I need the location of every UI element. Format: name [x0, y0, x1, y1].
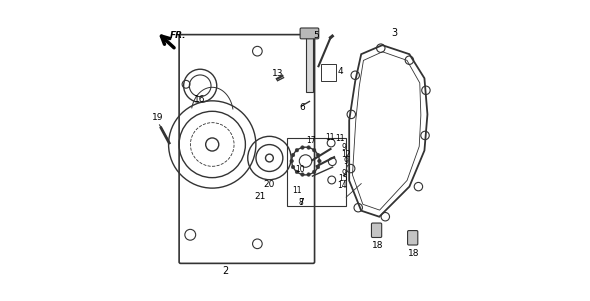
Text: 6: 6 — [300, 103, 305, 112]
Text: 5: 5 — [314, 31, 319, 40]
Circle shape — [312, 170, 316, 174]
Text: 21: 21 — [254, 192, 266, 201]
Bar — [306, 36, 313, 92]
FancyBboxPatch shape — [300, 28, 319, 39]
Circle shape — [312, 148, 316, 152]
Circle shape — [291, 153, 295, 157]
Text: 11: 11 — [292, 186, 302, 195]
Text: 11: 11 — [336, 135, 345, 144]
Text: 7: 7 — [298, 198, 304, 207]
Bar — [287, 138, 346, 206]
Text: 9: 9 — [343, 157, 348, 166]
Text: 3: 3 — [391, 28, 398, 38]
Circle shape — [301, 146, 304, 149]
Text: 19: 19 — [152, 113, 163, 123]
Text: 4: 4 — [337, 67, 343, 76]
Circle shape — [307, 173, 310, 176]
Text: 13: 13 — [273, 69, 284, 78]
Text: 17: 17 — [306, 136, 316, 145]
Text: 8: 8 — [298, 198, 303, 207]
Circle shape — [295, 148, 299, 152]
FancyBboxPatch shape — [372, 223, 382, 237]
Text: FR.: FR. — [170, 31, 186, 40]
FancyBboxPatch shape — [408, 231, 418, 245]
Circle shape — [316, 153, 320, 157]
Circle shape — [317, 159, 321, 163]
Circle shape — [295, 170, 299, 174]
Text: 9: 9 — [342, 169, 346, 178]
Bar — [320, 64, 336, 81]
Text: 15: 15 — [339, 174, 348, 183]
Text: 18: 18 — [372, 241, 384, 250]
Text: 11: 11 — [325, 133, 335, 142]
Text: 10: 10 — [296, 165, 305, 174]
Text: 9: 9 — [342, 144, 346, 153]
Text: 18: 18 — [408, 249, 419, 258]
Circle shape — [301, 173, 304, 176]
Circle shape — [291, 165, 295, 169]
Text: 14: 14 — [337, 181, 347, 190]
Text: 16: 16 — [194, 95, 206, 104]
Circle shape — [290, 159, 293, 163]
Text: 2: 2 — [222, 266, 229, 276]
Circle shape — [307, 146, 310, 149]
Text: 12: 12 — [342, 150, 351, 159]
Circle shape — [316, 165, 320, 169]
Text: 20: 20 — [263, 180, 275, 189]
